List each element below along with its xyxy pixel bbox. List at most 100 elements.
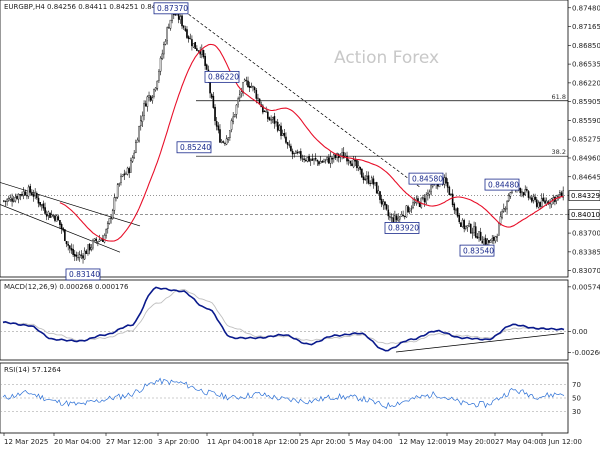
candle-body [184, 28, 187, 31]
candles [3, 6, 564, 264]
candle-body [44, 207, 46, 214]
rsi-y-tick-label: 70 [572, 381, 581, 389]
candle-body [128, 168, 131, 173]
candle-body [194, 41, 197, 49]
candle-body [110, 217, 112, 219]
candle-body [331, 157, 333, 160]
candle-body [397, 217, 399, 221]
price-y-tick-label: 0.83385 [572, 248, 600, 256]
candle-body [62, 228, 65, 231]
candle-body [410, 208, 413, 210]
candle-body [460, 222, 462, 227]
candle-body [384, 201, 386, 206]
candle-body [133, 152, 135, 159]
callout-label: 0.83540 [463, 246, 494, 255]
candle-body [311, 158, 314, 161]
price-y-tick-label: 0.85590 [572, 117, 600, 125]
candle-body [64, 229, 66, 241]
candle-body [494, 236, 497, 242]
candle-body [276, 121, 279, 131]
candle-body [422, 197, 424, 199]
candle-body [29, 186, 32, 193]
candle-body [288, 144, 291, 146]
candle-body [106, 223, 109, 229]
candle-body [483, 239, 485, 245]
candle-body [403, 215, 406, 217]
candle-body [55, 215, 58, 222]
candle-body [316, 159, 319, 162]
candle-body [493, 237, 495, 241]
candle-body [309, 159, 312, 161]
candle-body [356, 160, 358, 169]
candle-body [7, 198, 10, 201]
candle-body [428, 191, 431, 195]
x-tick-label: 20 Mar 04:00 [54, 438, 101, 446]
candle-body [70, 248, 73, 251]
price-y-tick-label: 0.87480 [572, 4, 600, 12]
candle-body [334, 154, 337, 158]
candle-body [12, 200, 15, 202]
candle-body [163, 44, 165, 55]
candle-body [354, 159, 357, 162]
candle-body [524, 189, 527, 195]
candle-body [240, 91, 243, 94]
x-tick-label: 27 Mar 12:00 [106, 438, 153, 446]
candle-body [159, 57, 162, 72]
candle-body [359, 166, 362, 170]
candle-body [366, 175, 368, 180]
candle-body [97, 241, 99, 243]
candle-body [318, 161, 320, 165]
candle-body [229, 130, 231, 138]
candle-body [400, 214, 403, 217]
candle-body [456, 208, 459, 217]
candle-body [22, 191, 25, 196]
callout-label: 0.83920 [388, 224, 419, 233]
candle-body [537, 202, 540, 208]
candle-body [34, 191, 36, 196]
candle-body [72, 248, 74, 255]
candle-body [507, 195, 510, 202]
candle-body [377, 190, 380, 195]
callout-0.87370: 0.87370 [153, 2, 189, 15]
candle-body [389, 216, 391, 218]
candle-body [26, 195, 28, 197]
candle-body [6, 199, 8, 202]
rsi-pane-frame [0, 362, 569, 434]
candle-body [212, 95, 215, 108]
candle-body [430, 184, 432, 192]
price-y-tick-label: 0.84645 [572, 173, 600, 181]
candle-body [85, 250, 88, 254]
candle-body [156, 80, 159, 89]
candle-body [186, 29, 188, 38]
rsi-y-tick-label: 50 [572, 395, 581, 403]
candle-body [395, 215, 398, 221]
price-y-tick-label: 0.83070 [572, 267, 600, 275]
candle-body [103, 235, 106, 243]
candle-body [362, 176, 365, 181]
candle-body [532, 196, 535, 201]
candle-body [248, 85, 251, 88]
x-tick-label: 3 Apr 20:00 [158, 438, 199, 446]
candle-body [341, 152, 343, 156]
candle-body [374, 182, 376, 184]
candle-body [399, 216, 401, 220]
candle-body [539, 201, 541, 207]
candle-body [125, 173, 127, 175]
candle-body [138, 126, 140, 142]
candle-body [11, 198, 13, 202]
callout-0.84580: 0.84580 [408, 172, 444, 185]
price-y-tick-label: 0.87165 [572, 23, 600, 31]
candle-body [346, 155, 348, 162]
candle-body [154, 87, 157, 91]
candle-body [349, 161, 352, 164]
candle-body [50, 214, 53, 218]
candle-body [92, 240, 94, 249]
candle-body [423, 198, 426, 203]
candle-body [502, 208, 505, 212]
candle-body [24, 191, 27, 196]
candle-body [560, 192, 563, 197]
candle-body [468, 223, 470, 227]
candle-body [225, 138, 228, 145]
candle-body [347, 159, 350, 161]
candle-body [182, 25, 185, 28]
